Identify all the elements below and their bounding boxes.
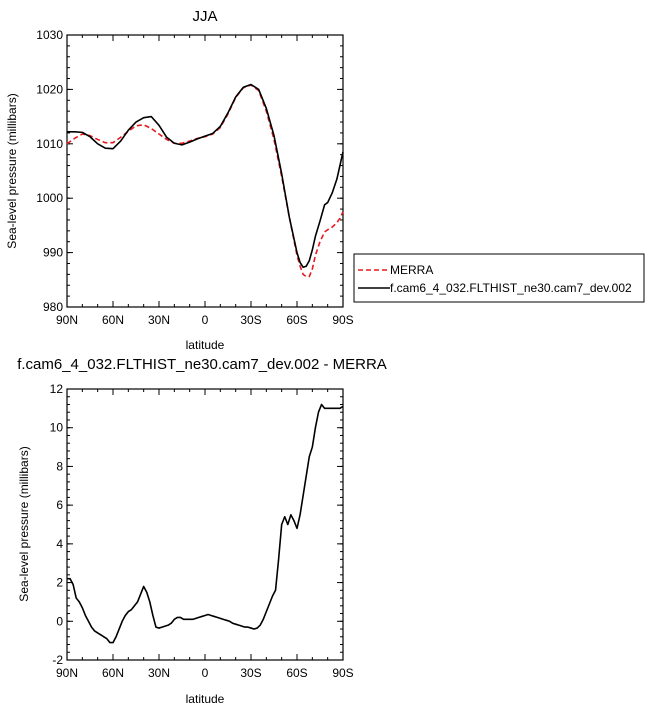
y-tick-label: 990 (43, 246, 63, 260)
y-tick-label: 0 (56, 614, 63, 628)
chart-title: f.cam6_4_032.FLTHIST_ne30.cam7_dev.002 -… (17, 356, 387, 373)
x-tick-label: 90N (56, 666, 78, 680)
legend-label-merra: MERRA (390, 263, 433, 277)
legend: MERRA f.cam6_4_032.FLTHIST_ne30.cam7_dev… (353, 253, 645, 303)
x-tick-label: 0 (202, 666, 209, 680)
axis-ticks: 90N 60N 30N 0 30S 60S 90S 980 990 1000 1010 1020 103… (36, 28, 353, 327)
x-axis-label: latitude (186, 692, 225, 706)
plot-frame (66, 388, 344, 661)
y-axis-label: Sea-level pressure (millibars) (17, 446, 31, 601)
y-tick-label: 1030 (36, 28, 63, 42)
slp-difference-panel: f.cam6_4_032.FLTHIST_ne30.cam7_dev.002 -… (17, 356, 387, 706)
x-tick-label: 90S (332, 666, 353, 680)
y-tick-label: 2 (56, 576, 63, 590)
x-axis-label: latitude (186, 338, 225, 352)
y-tick-label: 980 (43, 300, 63, 314)
x-tick-label: 30S (240, 313, 261, 327)
y-tick-label: 1000 (36, 191, 63, 205)
y-tick-label: 4 (56, 537, 63, 551)
series-line-0 (67, 403, 344, 644)
series-line-1 (67, 83, 344, 269)
axis-ticks: 90N 60N 30N 0 30S 60S 90S -2 0 2 4 6 8 10 12 (50, 382, 354, 680)
x-tick-label: 0 (202, 313, 209, 327)
x-tick-label: 90N (56, 313, 78, 327)
y-tick-label: 10 (50, 421, 64, 435)
x-tick-label: 30N (148, 666, 170, 680)
legend-label-model: f.cam6_4_032.FLTHIST_ne30.cam7_dev.002 (390, 281, 632, 295)
y-tick-label: 6 (56, 498, 63, 512)
x-tick-label: 60N (102, 313, 124, 327)
series-lines (66, 83, 344, 278)
slp-jja-panel: JJA 90N 60N 30N 0 30S 60S 90S 980 990 1000 1010 102… (5, 8, 645, 352)
y-tick-label: 1010 (36, 137, 63, 151)
series-lines (67, 403, 344, 644)
y-tick-label: 8 (56, 459, 63, 473)
y-tick-label: 1020 (36, 82, 63, 96)
x-tick-label: 30S (240, 666, 261, 680)
legend-box (353, 253, 645, 303)
chart-title: JJA (192, 8, 217, 25)
x-tick-label: 90S (332, 313, 353, 327)
x-tick-label: 60S (286, 313, 307, 327)
x-tick-label: 60N (102, 666, 124, 680)
y-axis-label: Sea-level pressure (millibars) (5, 93, 19, 248)
y-tick-label: -2 (52, 653, 63, 667)
series-line-0 (66, 84, 344, 278)
x-tick-label: 60S (286, 666, 307, 680)
y-tick-label: 12 (50, 382, 64, 396)
x-tick-label: 30N (148, 313, 170, 327)
